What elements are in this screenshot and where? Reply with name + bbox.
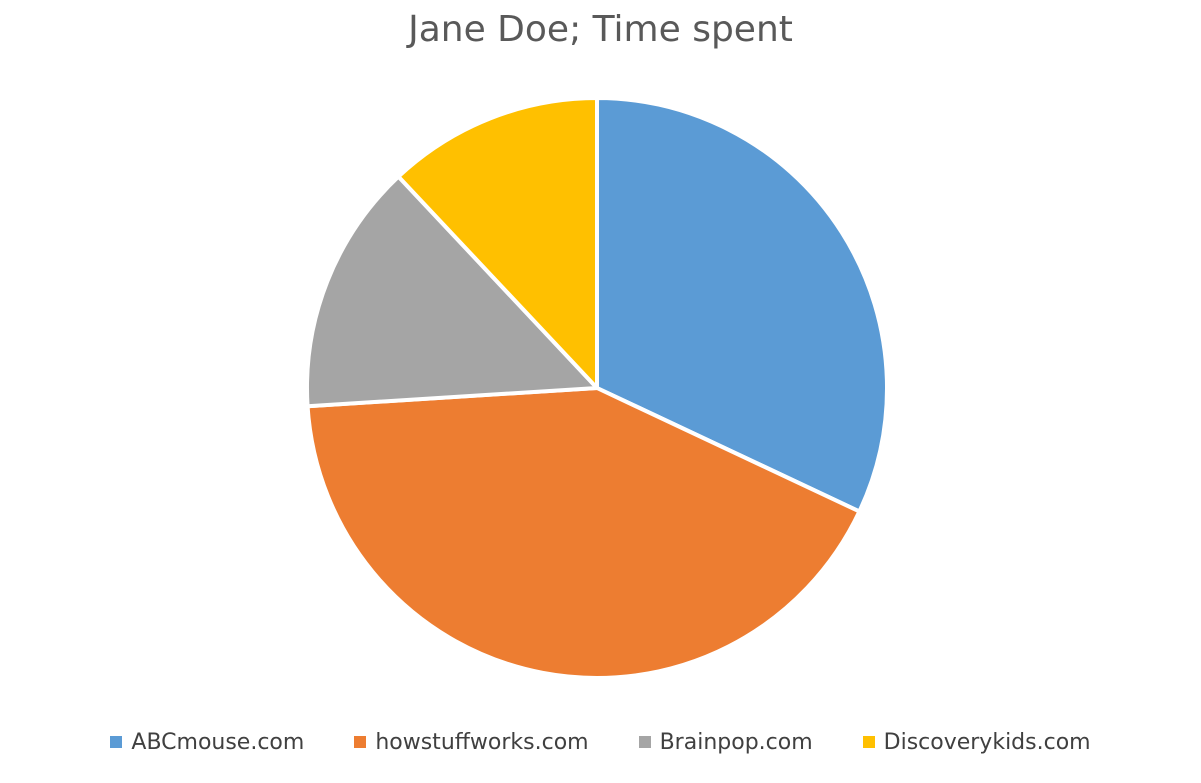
- pie-slice-howstuffworks: [305, 386, 862, 681]
- chart-title: Jane Doe; Time spent: [408, 9, 793, 50]
- legend-swatch: [862, 736, 875, 748]
- legend-label: howstuffworks.com: [375, 729, 589, 755]
- pie-slice-discoverykids: [396, 96, 599, 390]
- legend-swatch: [354, 736, 367, 748]
- chart-legend: ABCmouse.com howstuffworks.com Brainpop.…: [0, 724, 1201, 760]
- legend-label: Discoverykids.com: [883, 729, 1091, 755]
- legend-item-brainpop: Brainpop.com: [638, 729, 813, 755]
- legend-swatch: [110, 736, 123, 748]
- legend-label: Brainpop.com: [659, 729, 813, 755]
- pie-slice-abcmouse: [595, 96, 889, 514]
- legend-label: ABCmouse.com: [131, 729, 305, 755]
- legend-item-abcmouse: ABCmouse.com: [110, 730, 304, 755]
- pie-slice-brainpop: [305, 174, 599, 409]
- legend-item-discoverykids: Discoverykids.com: [862, 729, 1091, 755]
- legend-swatch: [638, 736, 651, 748]
- legend-item-howstuffworks: howstuffworks.com: [354, 729, 589, 755]
